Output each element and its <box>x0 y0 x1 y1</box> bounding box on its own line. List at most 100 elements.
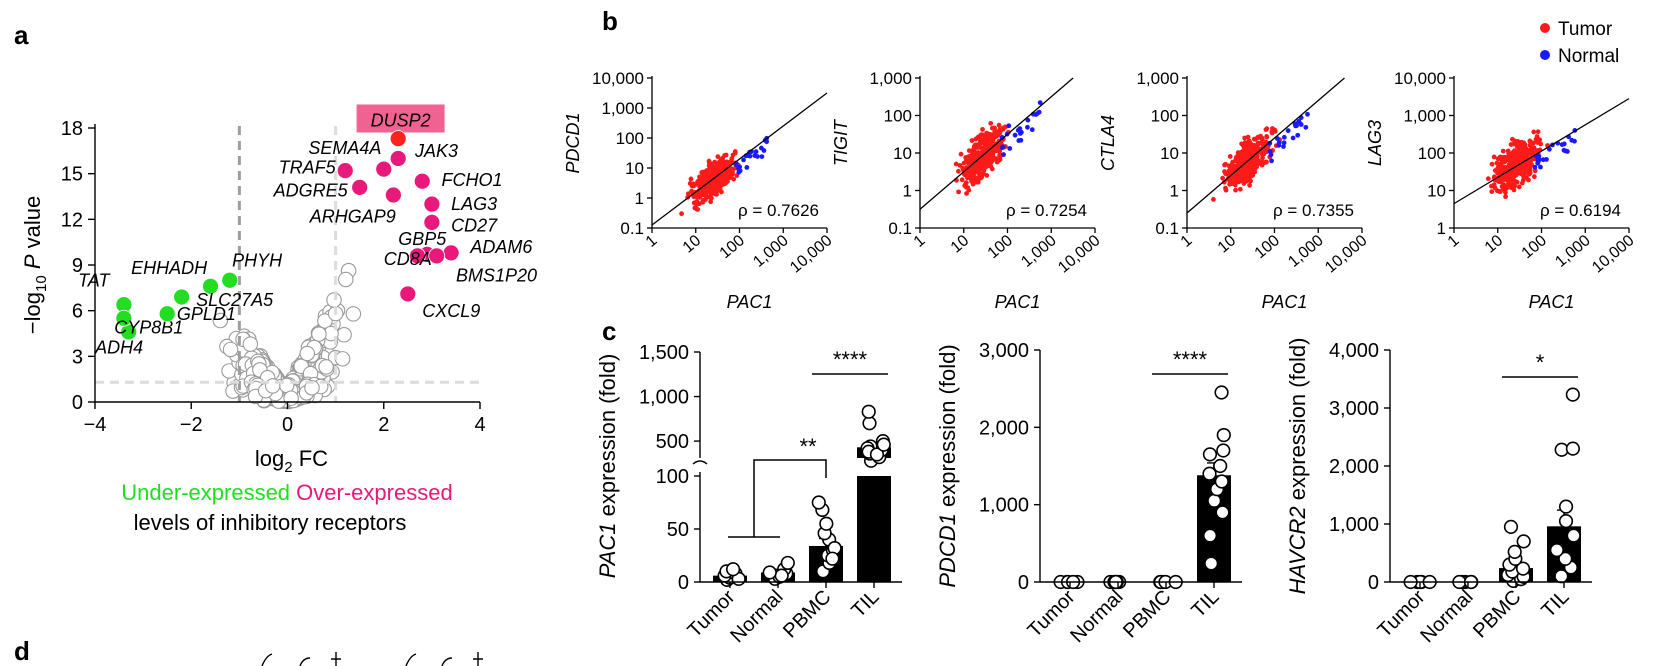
significance-label: **** <box>1173 347 1208 372</box>
tumor-point <box>965 159 971 165</box>
tumor-point <box>975 175 981 181</box>
background-point <box>334 351 351 367</box>
x-tick-label: 1 <box>911 232 929 251</box>
normal-point <box>1538 164 1543 170</box>
x-tick-label: 1,000 <box>1285 232 1327 271</box>
x-tick-label: 0 <box>282 414 293 436</box>
x-tick-label: Normal <box>1416 586 1477 647</box>
tumor-point <box>714 191 719 197</box>
normal-point <box>1001 152 1006 157</box>
y-tick-label: 0 <box>678 572 689 594</box>
data-point <box>1202 447 1218 462</box>
tumor-point <box>711 184 717 190</box>
x-tick-label: 10,000 <box>787 232 835 277</box>
data-point <box>1216 427 1231 443</box>
tumor-point <box>986 141 991 147</box>
gene-label: CXCL9 <box>422 301 480 321</box>
tumor-point <box>1491 154 1497 160</box>
tumor-point <box>1516 184 1522 190</box>
tumor-point <box>1240 158 1246 164</box>
tumor-point <box>1237 186 1243 192</box>
tumor-point <box>704 169 710 175</box>
tumor-point <box>1245 134 1251 140</box>
normal-point <box>1007 146 1013 151</box>
tumor-point <box>689 188 694 194</box>
background-point <box>212 312 229 329</box>
tumor-point <box>1259 136 1265 142</box>
y-tick-label: 6 <box>72 301 83 323</box>
data-point <box>1515 561 1531 576</box>
tumor-point <box>1264 159 1269 165</box>
normal-point <box>1015 127 1021 133</box>
tumor-point <box>972 142 978 148</box>
highlight-box <box>356 104 445 133</box>
normal-point <box>1561 147 1567 153</box>
tumor-point <box>1496 162 1501 168</box>
over-expressed-point <box>336 162 354 180</box>
y-axis-label: PDCD1 expression (fold) <box>935 344 960 587</box>
normal-point <box>1285 128 1291 134</box>
normal-point <box>1029 127 1035 133</box>
tumor-point <box>1527 169 1533 175</box>
tumor-point <box>1534 148 1540 153</box>
x-tick-label: 100 <box>985 232 1016 262</box>
tumor-point <box>715 154 721 160</box>
rho-label: ρ = 0.7626 <box>738 201 819 220</box>
normal-point <box>1000 144 1006 150</box>
panel-label-d: d <box>14 636 30 666</box>
normal-point <box>744 165 750 170</box>
normal-point <box>747 153 753 159</box>
x-tick-label: 10,000 <box>1055 232 1103 277</box>
normal-point <box>1290 135 1296 141</box>
data-point <box>774 568 789 583</box>
data-point <box>1516 534 1531 549</box>
tumor-point <box>1528 161 1534 166</box>
tumor-point <box>694 192 700 198</box>
tumor-point <box>700 198 706 204</box>
tumor-point <box>1511 171 1517 177</box>
over-expressed-point <box>423 195 441 213</box>
panel-label-b: b <box>602 6 618 36</box>
x-tick-label: PBMC <box>1119 586 1175 642</box>
y-tick-label: 1,000 <box>1136 69 1179 88</box>
tumor-point <box>977 134 982 139</box>
panel-d-partial <box>261 652 483 666</box>
x-axis-label: PAC1 <box>995 292 1041 312</box>
fit-line <box>651 92 828 226</box>
tumor-point <box>958 151 964 157</box>
y-tick-label: 100 <box>884 107 912 126</box>
tumor-point <box>1258 140 1264 146</box>
tumor-point <box>688 176 694 182</box>
normal-point <box>1572 138 1577 144</box>
tumor-point <box>1531 129 1537 135</box>
tumor-point <box>1269 130 1275 136</box>
tumor-point <box>1537 137 1543 143</box>
panel-d-cropped-markers <box>261 652 483 666</box>
tumor-point <box>1527 139 1533 144</box>
tumor-point <box>732 150 738 156</box>
tumor-point <box>1247 149 1252 155</box>
bar <box>857 476 891 582</box>
tumor-point <box>983 156 989 162</box>
tumor-point <box>982 135 988 140</box>
tumor-point <box>1265 145 1271 151</box>
tumor-point <box>1261 151 1267 157</box>
fit-line <box>919 77 1074 210</box>
over-expressed-point <box>409 247 426 265</box>
background-point <box>299 345 316 362</box>
over-expressed-point <box>442 244 460 262</box>
tumor-point <box>1503 189 1508 195</box>
tumor-point <box>1505 155 1511 161</box>
normal-point <box>754 154 760 159</box>
panel-label-c: c <box>602 316 616 346</box>
y-tick-label: 1,000 <box>1329 514 1379 536</box>
background-point <box>318 359 334 375</box>
legend-label: Tumor <box>1558 19 1613 40</box>
y-tick-label: 12 <box>61 209 83 231</box>
gene-label: CYP8B1 <box>114 318 183 338</box>
tumor-point <box>1223 187 1229 193</box>
y-tick-label: 3 <box>72 346 83 368</box>
cropped-mark <box>331 652 341 666</box>
gene-label: SLC27A5 <box>196 290 274 310</box>
